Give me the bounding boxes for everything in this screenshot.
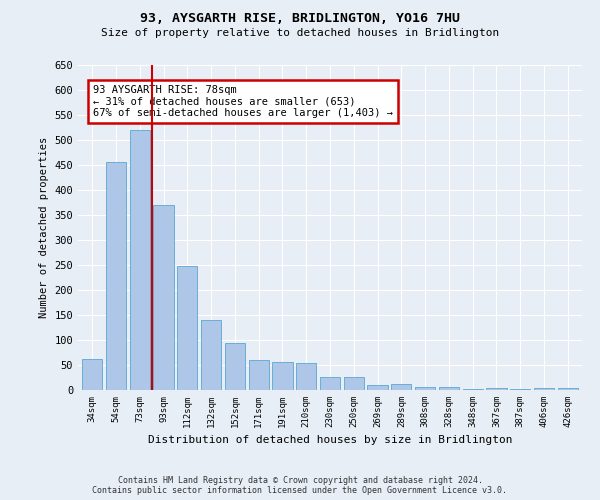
X-axis label: Distribution of detached houses by size in Bridlington: Distribution of detached houses by size … [148,436,512,446]
Text: Contains public sector information licensed under the Open Government Licence v3: Contains public sector information licen… [92,486,508,495]
Text: Contains HM Land Registry data © Crown copyright and database right 2024.: Contains HM Land Registry data © Crown c… [118,476,482,485]
Bar [367,385,388,390]
Text: 93, AYSGARTH RISE, BRIDLINGTON, YO16 7HU: 93, AYSGARTH RISE, BRIDLINGTON, YO16 7HU [140,12,460,26]
Y-axis label: Number of detached properties: Number of detached properties [39,137,49,318]
Bar [225,342,245,390]
Bar [391,384,412,390]
Bar [82,359,103,390]
Bar [510,389,530,390]
Bar [415,386,435,390]
Bar [463,388,483,390]
Bar [154,205,173,390]
Bar [106,162,126,390]
Bar [320,376,340,390]
Bar [344,376,364,390]
Bar [534,388,554,390]
Bar [248,360,269,390]
Bar [272,362,293,390]
Bar [487,388,506,390]
Bar [130,130,150,390]
Text: Size of property relative to detached houses in Bridlington: Size of property relative to detached ho… [101,28,499,38]
Bar [557,388,578,390]
Bar [439,387,459,390]
Text: 93 AYSGARTH RISE: 78sqm
← 31% of detached houses are smaller (653)
67% of semi-d: 93 AYSGARTH RISE: 78sqm ← 31% of detache… [93,85,393,118]
Bar [177,266,197,390]
Bar [201,320,221,390]
Bar [296,362,316,390]
